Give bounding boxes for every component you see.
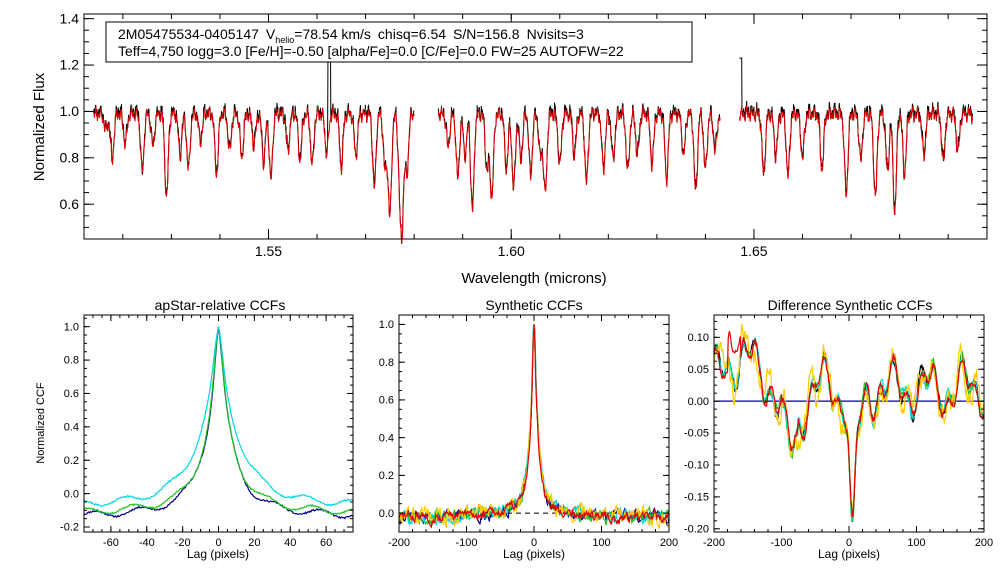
spectrum-lines xyxy=(93,48,973,244)
y-tick-label: 0.8 xyxy=(64,355,79,367)
ccf-panel-synthetic-frame xyxy=(398,314,670,533)
x-tick-label: 200 xyxy=(975,537,993,549)
y-tick-label: 1.4 xyxy=(60,10,80,26)
y-tick-label: -0.2 xyxy=(60,522,79,534)
ccf-series-visit-3 xyxy=(83,326,354,507)
y-tick-label: 0.10 xyxy=(688,332,709,344)
diff-series-model-b xyxy=(713,338,985,523)
spectrum-info-line-2: Teff=4,750 logg=3.0 [Fe/H]=-0.50 [alpha/… xyxy=(118,43,624,59)
ccf-panel-synthetic-ticks: -200 -100 0 100 200 0.0 0.2 0.4 0.6 0.8 1.0 xyxy=(379,315,678,549)
ccf-panel-difference: Difference Synthetic CCFs -200 -100 0 100 20… xyxy=(684,297,993,561)
ccf-panel-apstar: apStar-relative CCFs -60 -40 -20 0 20 40 60 -0.… xyxy=(35,297,354,561)
ccf-series-model-a xyxy=(398,324,670,528)
ccf-panel-apstar-xlabel: Lag (pixels) xyxy=(187,547,249,561)
y-tick-label: 0.8 xyxy=(379,357,394,369)
y-tick-label: 0.8 xyxy=(60,149,80,165)
y-tick-label: 1.2 xyxy=(60,57,80,73)
y-tick-label: 0.4 xyxy=(64,422,79,434)
ccf-panel-difference-title: Difference Synthetic CCFs xyxy=(768,297,933,313)
y-tick-label: 1.0 xyxy=(60,103,80,119)
y-tick-label: 0.00 xyxy=(688,396,709,408)
ccf-panel-synthetic-title: Synthetic CCFs xyxy=(485,297,582,313)
x-tick-label: 100 xyxy=(592,537,610,549)
diff-series-model-a xyxy=(713,339,985,523)
ccf-series-visit-2 xyxy=(83,326,354,516)
model-spectrum-chip-2 xyxy=(437,105,721,213)
x-tick-label: 0 xyxy=(215,537,221,549)
x-tick-label: -60 xyxy=(103,537,119,549)
y-tick-label: -0.20 xyxy=(684,523,709,535)
ccf-panel-difference-ticks: -200 -100 0 100 200 -0.20 -0.15 -0.10 -0.05 0.00 0… xyxy=(684,315,993,549)
x-tick-label: -20 xyxy=(175,537,191,549)
y-tick-label: 0.0 xyxy=(379,508,394,520)
y-tick-label: -0.10 xyxy=(684,460,709,472)
diff-series-model-c xyxy=(713,337,985,521)
y-tick-label: 0.4 xyxy=(379,432,394,444)
y-tick-label: -0.05 xyxy=(684,428,709,440)
x-tick-label: -200 xyxy=(388,537,410,549)
x-tick-label: -100 xyxy=(770,537,792,549)
ccf-panel-apstar-ylabel: Normalized CCF xyxy=(35,382,47,464)
ccf-series-model-c xyxy=(398,324,670,527)
x-tick-label: 0 xyxy=(846,537,852,549)
y-tick-label: -0.15 xyxy=(684,492,709,504)
x-tick-label: -200 xyxy=(703,537,725,549)
model-spectrum-chip-3 xyxy=(738,105,973,215)
ccf-panel-difference-xlabel: Lag (pixels) xyxy=(818,547,880,561)
ccf-series-model-e xyxy=(398,324,670,529)
spectrum-xlabel: Wavelength (microns) xyxy=(461,270,606,287)
x-tick-label: 1.55 xyxy=(255,243,282,259)
x-tick-label: -40 xyxy=(139,537,155,549)
ccf-panel-synthetic-lines xyxy=(398,324,670,529)
ccf-panel-apstar-title: apStar-relative CCFs xyxy=(155,297,286,313)
y-tick-label: 0.2 xyxy=(64,455,79,467)
spectrum-ylabel: Normalized Flux xyxy=(31,72,48,181)
x-tick-label: 1.60 xyxy=(498,243,525,259)
x-tick-label: 60 xyxy=(320,537,332,549)
x-tick-label: 200 xyxy=(660,537,678,549)
ccf-panel-synthetic-xlabel: Lag (pixels) xyxy=(503,547,565,561)
spectrum-panel: 1.55 1.60 1.65 0.6 0.8 1.0 1.2 1.4 2M05475534-0… xyxy=(31,10,988,287)
x-tick-label: 40 xyxy=(284,537,296,549)
spectrum-info-line-1: 2M05475534-0405147 Vhelio=78.54 km/s chisq… xyxy=(118,26,584,45)
y-tick-label: 0.05 xyxy=(688,364,709,376)
y-tick-label: 1.0 xyxy=(64,321,79,333)
spectrum-frame xyxy=(83,13,988,240)
y-tick-label: 0.6 xyxy=(60,196,80,212)
ccf-panel-apstar-lines xyxy=(83,326,354,520)
model-spectrum-chip-1 xyxy=(93,105,415,243)
ccf-panel-synthetic: Synthetic CCFs -200 -100 0 100 200 0.0 0.2 0.4 0… xyxy=(379,297,678,561)
ccf-panel-difference-frame xyxy=(713,314,985,533)
x-tick-label: 20 xyxy=(248,537,260,549)
diff-series-model-e xyxy=(713,331,985,518)
x-tick-label: -100 xyxy=(455,537,477,549)
y-tick-label: 0.6 xyxy=(64,388,79,400)
ccf-panel-difference-lines xyxy=(713,323,985,523)
ccf-series-model-b xyxy=(398,324,670,527)
x-tick-label: 100 xyxy=(907,537,925,549)
x-tick-label: 1.65 xyxy=(740,243,767,259)
x-tick-label: 0 xyxy=(531,537,537,549)
diff-series-model-d xyxy=(713,323,985,507)
y-tick-label: 0.6 xyxy=(379,395,394,407)
ccf-series-visit-1 xyxy=(83,326,354,520)
ccf-series-model-d xyxy=(398,324,670,529)
y-tick-label: 1.0 xyxy=(379,319,394,331)
spectrum-ticks: 1.55 1.60 1.65 0.6 0.8 1.0 1.2 1.4 xyxy=(60,10,987,259)
y-tick-label: 0.0 xyxy=(64,488,79,500)
y-tick-label: 0.2 xyxy=(379,470,394,482)
ccf-panel-apstar-ticks: -60 -40 -20 0 20 40 60 -0.2 0.0 0.2 0.4 0.6 0.8 1.0 xyxy=(60,315,354,549)
spectrum-info-box xyxy=(105,21,693,63)
